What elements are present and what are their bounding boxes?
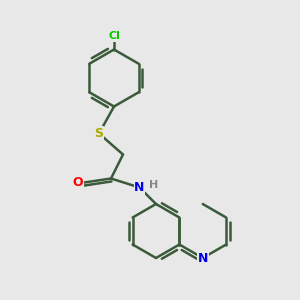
Text: O: O — [73, 176, 83, 190]
Text: Cl: Cl — [108, 31, 120, 41]
Text: S: S — [94, 127, 103, 140]
Text: N: N — [134, 181, 145, 194]
Text: H: H — [149, 179, 158, 190]
Text: N: N — [198, 251, 208, 265]
